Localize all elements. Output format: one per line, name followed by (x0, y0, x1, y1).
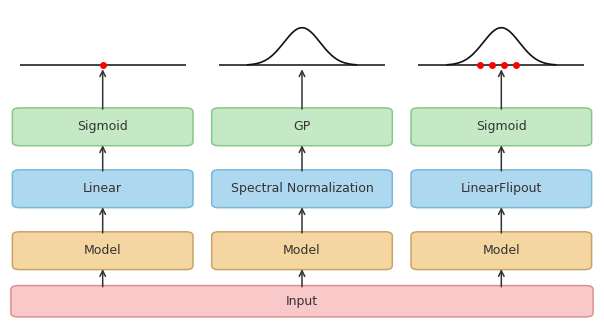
Text: Sigmoid: Sigmoid (476, 120, 527, 133)
FancyBboxPatch shape (12, 108, 193, 146)
Text: Input: Input (286, 295, 318, 308)
FancyBboxPatch shape (411, 108, 591, 146)
Text: LinearFlipout: LinearFlipout (461, 182, 542, 195)
Text: GP: GP (294, 120, 310, 133)
FancyBboxPatch shape (211, 108, 393, 146)
FancyBboxPatch shape (12, 232, 193, 270)
FancyBboxPatch shape (211, 170, 393, 208)
Text: Model: Model (283, 244, 321, 257)
FancyBboxPatch shape (411, 232, 591, 270)
Text: Linear: Linear (83, 182, 122, 195)
Text: Model: Model (483, 244, 520, 257)
FancyBboxPatch shape (12, 170, 193, 208)
FancyBboxPatch shape (211, 232, 393, 270)
FancyBboxPatch shape (411, 170, 591, 208)
Text: Spectral Normalization: Spectral Normalization (231, 182, 373, 195)
Text: Model: Model (84, 244, 121, 257)
FancyBboxPatch shape (11, 286, 593, 317)
Text: Sigmoid: Sigmoid (77, 120, 128, 133)
